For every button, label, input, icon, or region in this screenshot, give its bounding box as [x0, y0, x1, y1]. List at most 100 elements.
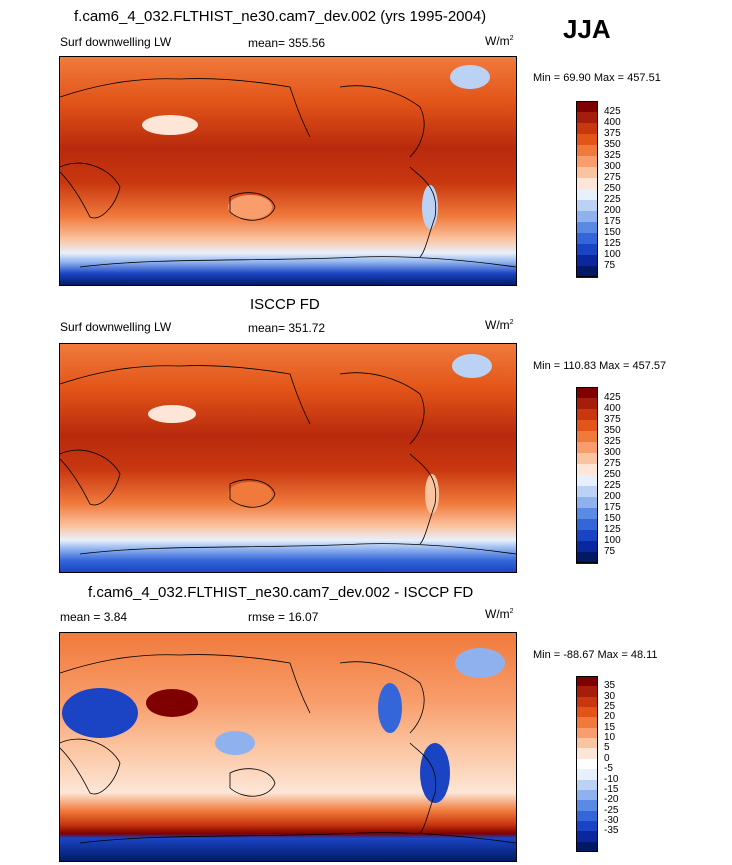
greenland-low-1	[450, 65, 490, 89]
colorbar-swatch	[576, 519, 598, 531]
colorbar-swatch	[576, 266, 598, 278]
namerica-anomaly	[378, 683, 402, 733]
colorbar-tick-label: 20	[604, 711, 616, 723]
panel-3-mean-label: mean = 3.84	[60, 610, 128, 624]
panel-1-map	[59, 56, 517, 286]
maritime-anomaly	[215, 731, 255, 755]
colorbar-swatch	[576, 748, 598, 760]
panel-2-title: ISCCP FD	[250, 296, 320, 313]
colorbar-tick-label: 350	[604, 425, 621, 436]
colorbar-swatch	[576, 789, 598, 801]
colorbar-tick-label: 25	[604, 701, 616, 713]
panel-1-mean-label: mean= 355.56	[248, 36, 326, 50]
greenland-low-2	[452, 354, 492, 378]
colorbar-tick-label: 300	[604, 447, 621, 458]
panel-2-colorbar: 425 400 375 350 325 300 275 250 225 200 175 150 125 1…	[576, 387, 636, 567]
panel-2-field	[60, 344, 516, 572]
colorbar-swatch	[576, 112, 598, 124]
colorbar-tick-label: -25	[604, 804, 619, 816]
colorbar-tick-label: 275	[604, 458, 621, 469]
colorbar-swatch	[576, 211, 598, 223]
panel-3-map	[59, 632, 517, 862]
panel-1-title: f.cam6_4_032.FLTHIST_ne30.cam7_dev.002 (…	[74, 8, 487, 25]
colorbar-swatch	[576, 552, 598, 564]
colorbar-tick-label: 75	[604, 260, 616, 271]
colorbar-tick-label: 150	[604, 513, 621, 524]
colorbar-swatch	[576, 831, 598, 843]
colorbar-swatch	[576, 200, 598, 212]
colorbar-tick-label: 125	[604, 238, 621, 249]
colorbar-swatch	[576, 779, 598, 791]
colorbar-swatch	[576, 387, 598, 399]
colorbar-swatch	[576, 156, 598, 168]
panel-3-rmse-label: rmse = 16.07	[248, 610, 319, 624]
colorbar-swatch	[576, 431, 598, 443]
andes-low-2	[425, 474, 439, 514]
coastlines-1	[60, 78, 516, 268]
colorbar-swatch	[576, 453, 598, 465]
panel-3-title: f.cam6_4_032.FLTHIST_ne30.cam7_dev.002 -…	[88, 584, 474, 601]
colorbar-swatch	[576, 486, 598, 498]
colorbar-tick-label: 375	[604, 414, 621, 425]
season-label: JJA	[563, 14, 611, 44]
australia-1	[228, 195, 272, 219]
panel-1-minmax-label: Min = 69.90 Max = 457.51	[533, 72, 661, 84]
colorbar-tick-label: 30	[604, 690, 616, 702]
colorbar-tick-label: 175	[604, 502, 621, 513]
colorbar-tick-label: 250	[604, 183, 621, 194]
colorbar-tick-label: -35	[604, 825, 619, 837]
colorbar-tick-label: 225	[604, 194, 621, 205]
tibet-anomaly	[146, 689, 198, 717]
coastlines-2	[60, 365, 516, 555]
colorbar-tick-label: 375	[604, 128, 621, 139]
colorbar-swatch	[576, 189, 598, 201]
colorbar-tick-label: 300	[604, 161, 621, 172]
africa-anomaly	[62, 688, 138, 738]
colorbar-tick-label: 400	[604, 403, 621, 414]
panel-3-colorbar: 35 30 25 20 15 10 5 0 -5 -10 -15 -20 -25 -30 -35	[576, 676, 636, 856]
panel-1-colorbar: 425 400 375 350 325 300 275 250 225 200 175 150 125 1…	[576, 101, 636, 281]
panel-3-field	[60, 633, 516, 861]
colorbar-swatch	[576, 178, 598, 190]
colorbar-tick-label: 200	[604, 491, 621, 502]
colorbar-swatch	[576, 758, 598, 770]
panel-2-mean-label: mean= 351.72	[248, 321, 326, 335]
colorbar-tick-label: -15	[604, 783, 619, 795]
colorbar-tick-label: -20	[604, 794, 619, 806]
colorbar-tick-label: 5	[604, 742, 610, 754]
colorbar-tick-label: 175	[604, 216, 621, 227]
colorbar-tick-label: 0	[604, 752, 610, 764]
colorbar-swatch	[576, 409, 598, 421]
panel-2-map	[59, 343, 517, 573]
colorbar-tick-label: 350	[604, 139, 621, 150]
greenland-anomaly	[455, 648, 505, 678]
colorbar-swatch	[576, 727, 598, 739]
colorbar-swatch	[576, 475, 598, 487]
panel-1-units-label: W/m2	[485, 34, 514, 48]
panel-3-minmax-label: Min = -88.67 Max = 48.11	[533, 649, 658, 661]
colorbar-tick-label: 325	[604, 150, 621, 161]
colorbar-tick-label: 325	[604, 436, 621, 447]
colorbar-swatch	[576, 696, 598, 708]
colorbar-tick-label: -30	[604, 814, 619, 826]
panel-2-units-label: W/m2	[485, 318, 514, 332]
panel-1-field	[60, 57, 516, 285]
colorbar-swatch	[576, 464, 598, 476]
colorbar-tick-label: 15	[604, 721, 616, 733]
colorbar-tick-label: 150	[604, 227, 621, 238]
colorbar-swatch	[576, 420, 598, 432]
samerica-anomaly	[420, 743, 450, 803]
colorbar-swatch	[576, 530, 598, 542]
coastlines-3	[60, 654, 516, 844]
colorbar-tick-label: 250	[604, 469, 621, 480]
colorbar-swatch	[576, 233, 598, 245]
colorbar-tick-label: -10	[604, 773, 619, 785]
colorbar-swatch	[576, 255, 598, 267]
colorbar-tick-label: -5	[604, 763, 613, 775]
colorbar-tick-label: 35	[604, 680, 616, 692]
colorbar-swatch	[576, 676, 598, 687]
colorbar-tick-label: 425	[604, 392, 621, 403]
colorbar-swatch	[576, 820, 598, 832]
colorbar-tick-label: 200	[604, 205, 621, 216]
colorbar-frame	[576, 101, 598, 277]
